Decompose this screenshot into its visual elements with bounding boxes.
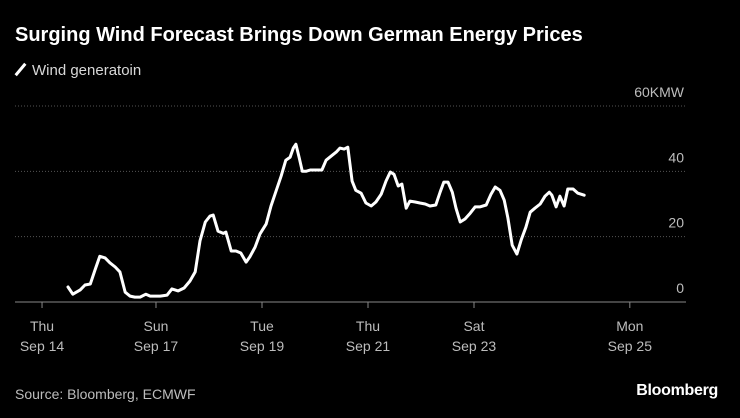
source: Source: Bloomberg, ECMWF bbox=[15, 386, 196, 402]
x-tick-label: Mon Sep 25 bbox=[607, 318, 652, 354]
legend-label: Wind generatoin bbox=[32, 62, 142, 79]
x-tick-label: Thu Sep 14 bbox=[19, 318, 65, 354]
x-tick-label: Tue Sep 19 bbox=[239, 318, 285, 354]
y-tick-label: 0 bbox=[676, 280, 684, 296]
chart-title: Surging Wind Forecast Brings Down German… bbox=[15, 24, 583, 46]
brand: Bloomberg bbox=[636, 382, 718, 399]
x-tick-label: Thu Sep 21 bbox=[345, 318, 391, 354]
line-series bbox=[66, 142, 586, 299]
x-tick-label: Sun Sep 17 bbox=[133, 318, 179, 354]
y-tick-label: 40 bbox=[668, 149, 684, 165]
y-tick-label: 60KMW bbox=[634, 84, 685, 100]
x-tick-label: Sat Sep 23 bbox=[451, 318, 497, 354]
y-tick-label: 20 bbox=[668, 215, 684, 231]
legend: Wind generatoin bbox=[14, 62, 142, 79]
